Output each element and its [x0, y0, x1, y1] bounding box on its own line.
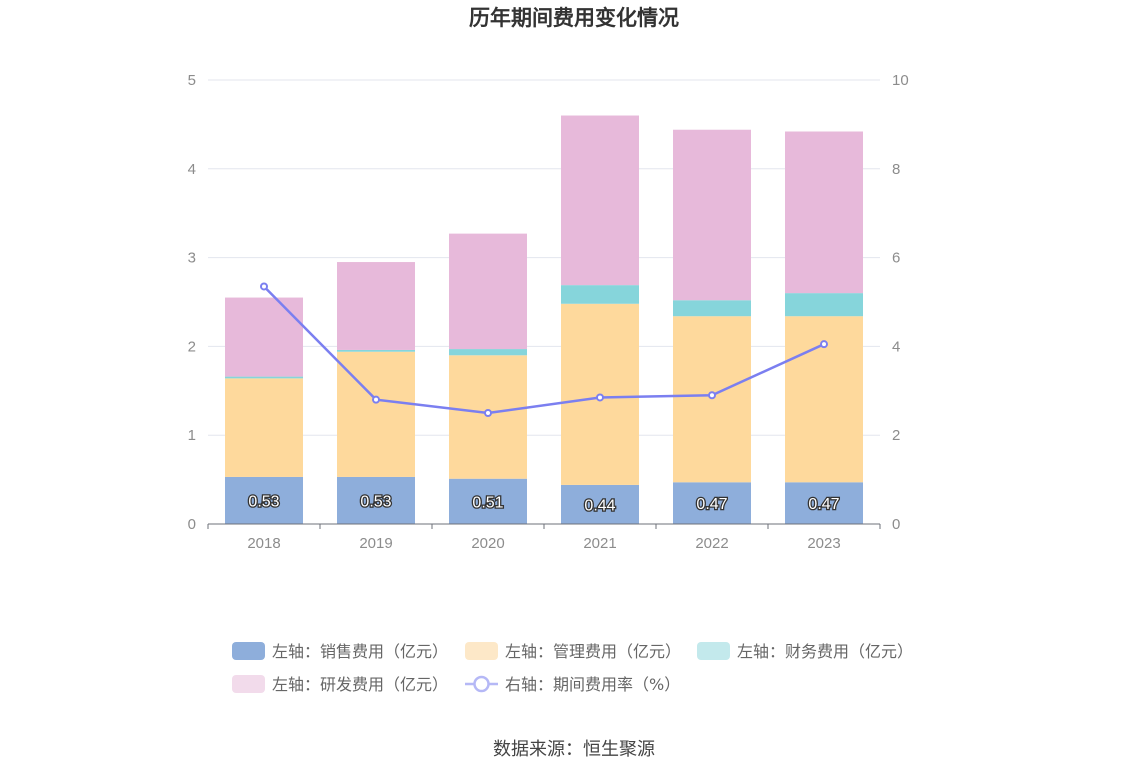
legend-item-4[interactable]: 左轴：研发费用（亿元） — [232, 675, 448, 694]
line-path — [263, 285, 825, 415]
bar-1-2020[interactable] — [449, 478, 527, 524]
bar-3-2018[interactable] — [225, 376, 303, 379]
right-y-tick-label: 8 — [892, 161, 900, 178]
bar-series — [225, 115, 863, 524]
bar-4-2021[interactable] — [561, 115, 639, 286]
right-y-axis: 0 2 4 6 8 10 — [892, 72, 909, 533]
legend-item-2[interactable]: 左轴：管理费用（亿元） — [465, 642, 681, 661]
x-tick-label-2020: 2020 — [471, 535, 504, 552]
left-y-tick-label: 4 — [188, 161, 196, 178]
bar-1-2018[interactable] — [225, 476, 303, 524]
right-y-tick-label: 4 — [892, 338, 900, 355]
right-y-tick-label: 2 — [892, 427, 900, 444]
chart-title: 历年期间费用变化情况 — [469, 6, 679, 30]
legend-label: 右轴：期间费用率（%） — [505, 675, 680, 694]
data-label-2021: 0.44 — [584, 497, 615, 514]
bar-2-2018[interactable] — [225, 378, 303, 477]
data-label-2023: 0.47 — [808, 496, 839, 513]
source-note: 数据来源：恒生聚源 — [493, 739, 655, 760]
x-tick-label-2018: 2018 — [247, 535, 280, 552]
x-axis: 2018 2019 2020 2021 2022 2023 — [207, 523, 881, 552]
bar-4-2020[interactable] — [449, 233, 527, 350]
legend-label: 左轴：财务费用（亿元） — [737, 642, 913, 661]
line-point-2020[interactable] — [484, 409, 492, 417]
bar-3-2023[interactable] — [785, 293, 863, 317]
data-label-2020: 0.51 — [472, 494, 503, 511]
left-y-tick-label: 1 — [188, 427, 196, 444]
legend-swatch — [232, 642, 265, 660]
data-label-2019: 0.53 — [360, 493, 391, 510]
left-y-axis: 0 1 2 3 4 5 — [188, 72, 196, 533]
line-point-2022[interactable] — [708, 391, 716, 400]
left-y-tick-label: 2 — [188, 338, 196, 355]
bar-1-2021[interactable] — [561, 484, 639, 524]
bar-3-2019[interactable] — [337, 349, 415, 352]
right-y-tick-label: 0 — [892, 516, 900, 533]
legend-marker — [473, 675, 490, 693]
bar-4-2018[interactable] — [225, 297, 303, 377]
x-tick-label-2022: 2022 — [695, 535, 728, 552]
line-point-2019[interactable] — [372, 395, 380, 404]
right-y-tick-label: 6 — [892, 250, 900, 267]
bar-3-2022[interactable] — [673, 300, 751, 317]
legend-label: 左轴：研发费用（亿元） — [272, 675, 448, 694]
bar-4-2019[interactable] — [337, 262, 415, 350]
bar-4-2023[interactable] — [785, 131, 863, 294]
left-y-tick-label: 3 — [188, 250, 196, 267]
line-series — [260, 282, 828, 417]
line-point-2018[interactable] — [260, 282, 268, 291]
bar-1-2022[interactable] — [673, 482, 751, 524]
bar-1-2023[interactable] — [785, 482, 863, 524]
left-y-tick-label: 0 — [188, 516, 196, 533]
legend-item-1[interactable]: 左轴：销售费用（亿元） — [232, 642, 448, 661]
left-y-tick-label: 5 — [188, 72, 196, 89]
legend-item-3[interactable]: 左轴：财务费用（亿元） — [697, 642, 913, 661]
bar-1-2019[interactable] — [337, 476, 415, 524]
x-tick-label-2019: 2019 — [359, 535, 392, 552]
bar-4-2022[interactable] — [673, 129, 751, 301]
legend-swatch — [697, 642, 730, 660]
right-y-tick-label: 10 — [892, 72, 909, 89]
bar-3-2021[interactable] — [561, 285, 639, 304]
data-label-2018: 0.53 — [248, 493, 279, 510]
legend-item-5[interactable]: 右轴：期间费用率（%） — [465, 675, 680, 694]
legend-label: 左轴：销售费用（亿元） — [272, 642, 448, 661]
x-tick-label-2023: 2023 — [807, 535, 840, 552]
data-label-2022: 0.47 — [696, 496, 727, 513]
legend-label: 左轴：管理费用（亿元） — [505, 642, 681, 661]
legend-swatch — [465, 642, 498, 660]
x-tick-label-2021: 2021 — [583, 535, 616, 552]
grid-lines — [208, 79, 880, 436]
line-point-2021[interactable] — [596, 393, 604, 402]
legend-swatch — [232, 675, 265, 693]
bar-3-2020[interactable] — [449, 349, 527, 356]
data-labels: 0.53 0.53 0.51 0.44 0.47 0.47 — [247, 492, 841, 516]
legend[interactable]: 左轴：销售费用（亿元） 左轴：管理费用（亿元） 左轴：财务费用（亿元） 左轴：研发费用… — [232, 642, 913, 694]
line-point-2023[interactable] — [820, 340, 828, 349]
